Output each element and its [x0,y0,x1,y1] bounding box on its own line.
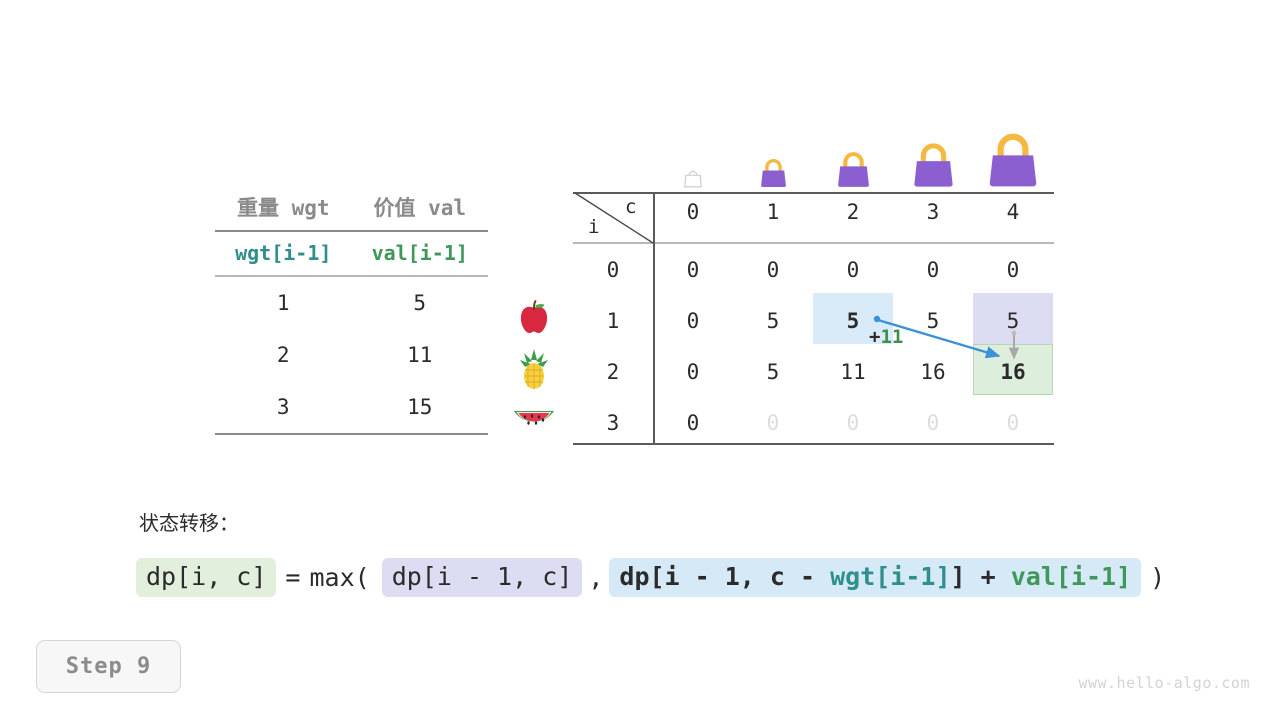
item-table-header-wgt: 重量 wgt [236,196,330,220]
item-table-header-val: 价值 val [373,196,467,220]
formula-take-wgt: wgt[i-1] [830,562,951,591]
dp-cell-3-4: 0 [1006,411,1020,435]
bag-icon-capacity-3 [893,120,973,188]
formula-target: dp[i, c] [136,558,277,597]
dp-cell-0-3: 0 [926,258,940,282]
item-table-header-row: 重量 wgt 价值 val [215,192,488,230]
watermark: www.hello-algo.com [1078,674,1250,692]
bag-icon-capacity-2 [813,120,893,188]
watermelon-icon [505,394,563,445]
item-table-rule-mid [215,275,488,277]
item-wgt-1: 1 [276,290,290,315]
dp-col-header-1: 1 [766,200,780,224]
dp-cell-1-1: 5 [766,309,780,333]
state-transition-caption: 状态转移： [139,511,239,535]
item-row-2: 2 11 [215,329,488,381]
item-wgt-3: 3 [276,394,290,419]
dp-cell-0-4: 0 [1006,258,1020,282]
state-transition-formula: dp[i, c] = max( dp[i - 1, c] , dp[i - 1,… [136,558,1174,597]
formula-skip-branch: dp[i - 1, c] [381,558,583,597]
bag-icon-capacity-1 [733,120,813,188]
bag-icon-capacity-0 [653,120,733,188]
gain-label: +11 [869,326,903,348]
item-table-rule-bottom [215,432,488,435]
item-table-subheader-row: wgt[i-1] val[i-1] [215,232,488,275]
formula-equals: = [285,563,301,592]
dp-col-header-0: 0 [686,200,700,224]
apple-icon [505,292,563,343]
dp-cell-2-1: 5 [766,360,780,384]
dp-row-header-divider [653,192,655,445]
formula-take-branch: dp[i - 1, c - wgt[i-1]] + val[i-1] [609,558,1142,597]
formula-close-paren: ) [1150,563,1166,592]
dp-cell-2-2: 11 [840,360,866,384]
dp-row-header-0: 0 [606,258,620,282]
dp-cell-0-2: 0 [846,258,860,282]
dp-cell-0-1: 0 [766,258,780,282]
formula-comma: , [588,563,604,592]
item-val-3: 15 [407,394,433,419]
dp-cell-1-2: 5 [846,309,860,333]
formula-take-mid: ] + [950,562,1011,591]
item-val-1: 5 [413,290,427,315]
gain-value: 11 [880,326,904,348]
dp-cell-3-2: 0 [846,411,860,435]
bag-icon-capacity-4 [973,120,1053,188]
dp-corner-label-i: i [588,216,600,238]
dp-cell-1-3: 5 [926,309,940,333]
dp-col-header-3: 3 [926,200,940,224]
item-table: 重量 wgt 价值 val wgt[i-1] val[i-1] 1 5 2 11… [215,192,488,435]
dp-cell-3-0: 0 [686,411,700,435]
dp-border-bottom [573,443,1054,445]
dp-cell-0-0: 0 [686,258,700,282]
dp-cell-2-3: 16 [920,360,946,384]
dp-header-rule [573,242,1054,244]
dp-cell-1-0: 0 [686,309,700,333]
item-val-2: 11 [407,342,433,367]
item-table-rule-top [215,230,488,232]
item-row-1: 1 5 [215,277,488,329]
formula-take-prefix: dp[i - 1, c - [619,562,831,591]
dp-cell-3-1: 0 [766,411,780,435]
dp-row-header-2: 2 [606,360,620,384]
item-wgt-2: 2 [276,342,290,367]
dp-cell-1-4: 5 [1006,309,1020,333]
dp-row-header-1: 1 [606,309,620,333]
fruit-icon-column [505,292,563,445]
dp-row-header-3: 3 [606,411,620,435]
dp-corner-diagonal-icon [574,192,654,244]
item-row-3: 3 15 [215,381,488,433]
item-table-subheader-wgt: wgt[i-1] [235,241,332,265]
bag-capacity-row [653,120,1053,188]
dp-cell-3-3: 0 [926,411,940,435]
dp-col-header-2: 2 [846,200,860,224]
step-badge: Step 9 [36,640,181,693]
dp-corner-label-c: c [625,196,637,218]
pineapple-icon [505,343,563,394]
dp-cell-2-0: 0 [686,360,700,384]
dp-cell-2-4: 16 [1000,360,1026,384]
formula-max: max( [309,563,370,592]
formula-take-val: val[i-1] [1010,562,1132,591]
item-table-subheader-val: val[i-1] [371,241,468,265]
dp-col-header-4: 4 [1006,200,1020,224]
dp-table: c i 0 1 2 3 4 0 1 2 3 0 0 0 0 0 0 5 5 5 … [573,192,1054,445]
dp-border-top [573,192,1054,194]
gain-symbol: + [869,326,881,348]
